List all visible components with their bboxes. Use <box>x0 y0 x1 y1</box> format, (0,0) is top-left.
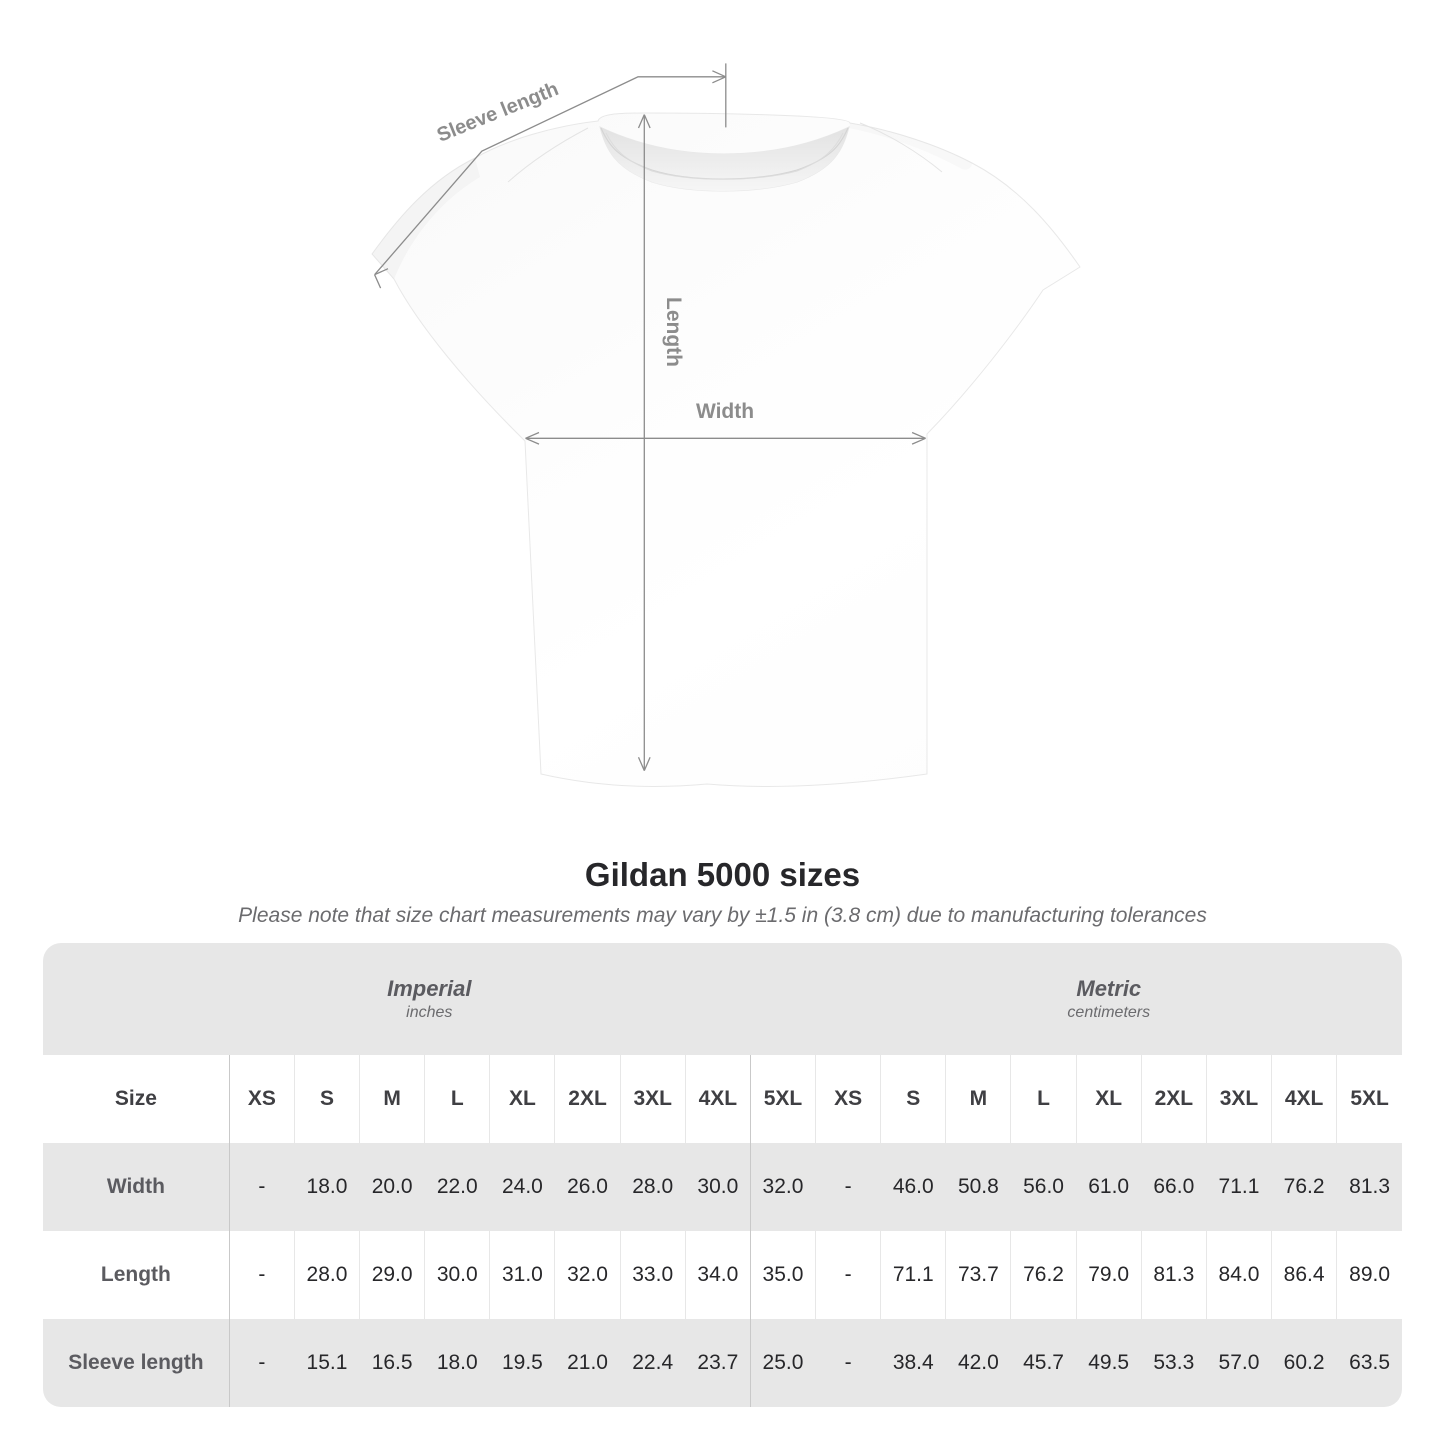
svg-text:Length: Length <box>662 297 685 367</box>
svg-text:Width: Width <box>696 400 754 423</box>
